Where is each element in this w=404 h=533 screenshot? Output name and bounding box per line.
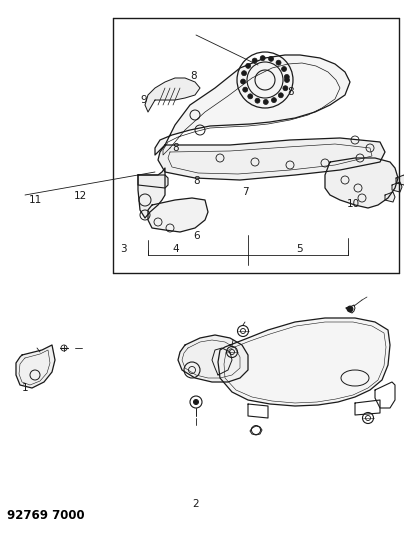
Circle shape bbox=[278, 93, 283, 98]
Text: 9: 9 bbox=[141, 95, 147, 105]
Text: 6: 6 bbox=[194, 231, 200, 241]
Polygon shape bbox=[158, 138, 385, 180]
Polygon shape bbox=[396, 175, 404, 185]
Circle shape bbox=[252, 58, 257, 63]
Circle shape bbox=[284, 77, 290, 83]
Circle shape bbox=[248, 94, 253, 99]
Polygon shape bbox=[138, 168, 165, 218]
Polygon shape bbox=[325, 158, 398, 208]
Circle shape bbox=[260, 55, 265, 61]
Text: 8: 8 bbox=[190, 71, 196, 81]
Text: 8: 8 bbox=[288, 87, 294, 96]
Circle shape bbox=[255, 98, 260, 103]
Circle shape bbox=[194, 400, 198, 405]
Circle shape bbox=[246, 63, 250, 68]
Circle shape bbox=[347, 306, 353, 312]
Polygon shape bbox=[148, 198, 208, 232]
Text: 4: 4 bbox=[173, 245, 179, 254]
Polygon shape bbox=[385, 192, 395, 202]
Polygon shape bbox=[16, 345, 55, 388]
Circle shape bbox=[284, 75, 289, 79]
Text: 1: 1 bbox=[22, 383, 28, 393]
Polygon shape bbox=[138, 175, 168, 188]
Polygon shape bbox=[392, 182, 402, 192]
Circle shape bbox=[282, 67, 286, 71]
Text: 2: 2 bbox=[193, 499, 199, 509]
Text: 8: 8 bbox=[193, 176, 200, 186]
Polygon shape bbox=[145, 78, 200, 112]
Polygon shape bbox=[178, 335, 248, 382]
Text: 3: 3 bbox=[120, 245, 126, 254]
Text: 92769 7000: 92769 7000 bbox=[7, 510, 85, 522]
Polygon shape bbox=[218, 318, 390, 406]
Circle shape bbox=[276, 60, 281, 65]
Circle shape bbox=[243, 87, 248, 92]
Text: 8: 8 bbox=[173, 143, 179, 153]
Polygon shape bbox=[155, 55, 350, 155]
Circle shape bbox=[263, 100, 268, 104]
Text: 7: 7 bbox=[242, 187, 249, 197]
Circle shape bbox=[283, 86, 288, 91]
Text: 5: 5 bbox=[297, 245, 303, 254]
Circle shape bbox=[242, 71, 246, 76]
Text: 11: 11 bbox=[29, 196, 42, 205]
Circle shape bbox=[269, 56, 274, 61]
Text: 12: 12 bbox=[74, 191, 87, 200]
Circle shape bbox=[240, 79, 246, 84]
Circle shape bbox=[271, 98, 276, 102]
Text: 10: 10 bbox=[347, 199, 360, 208]
